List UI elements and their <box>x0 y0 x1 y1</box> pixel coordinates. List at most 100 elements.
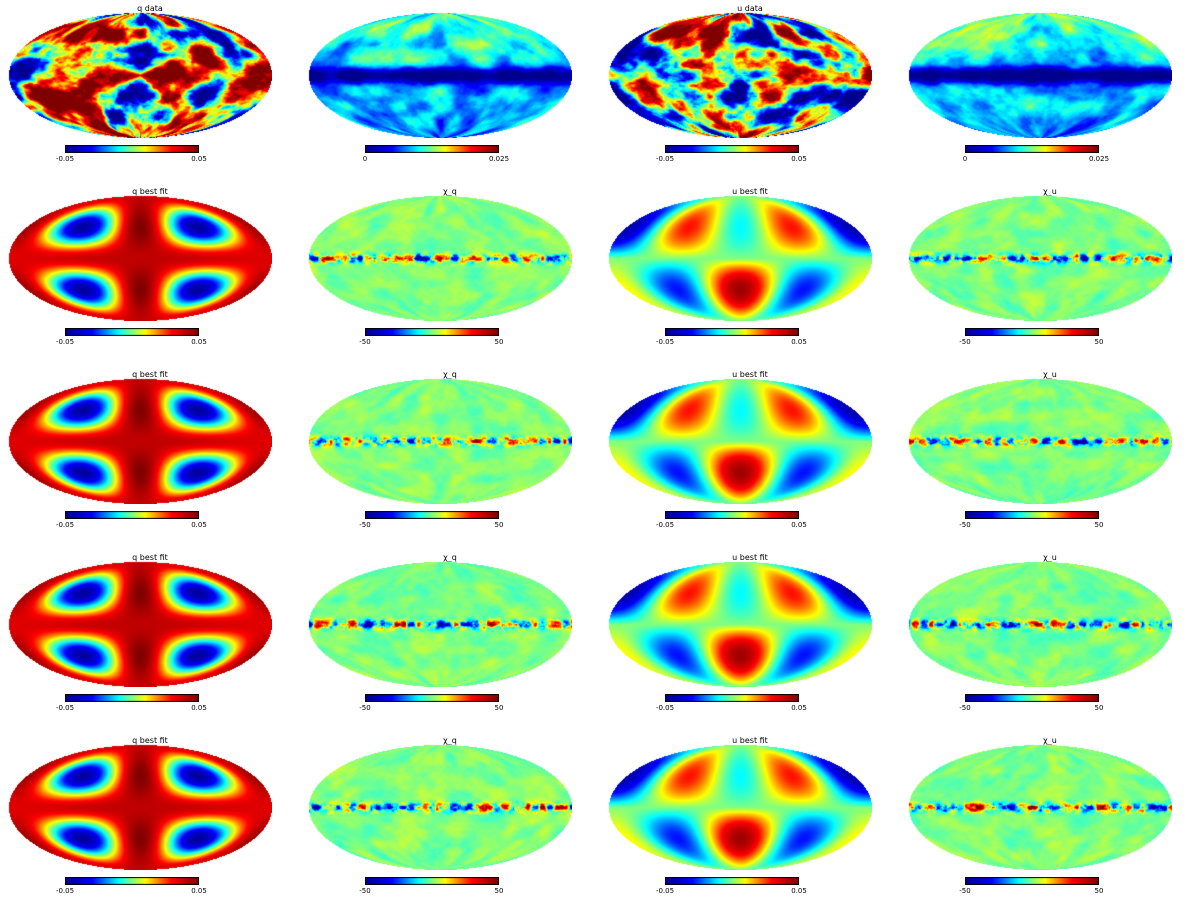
map-panel: u best fit -0.05 0.05 <box>600 732 900 915</box>
colorbar-min-label: -50 <box>959 704 971 712</box>
colorbar-min-label: 0 <box>962 155 968 163</box>
panel-title: q best fit <box>132 553 168 562</box>
colorbar-max-label: 50 <box>1094 338 1104 346</box>
panel-title: χ_q <box>443 736 457 745</box>
mollweide-map <box>8 744 272 870</box>
panel-title: q best fit <box>132 736 168 745</box>
map-panel: 0 0.025 <box>900 0 1200 183</box>
colorbar-min-label: -50 <box>959 521 971 529</box>
colorbar <box>365 328 499 336</box>
mollweide-map <box>908 561 1172 687</box>
colorbar-min-label: -0.05 <box>55 521 75 529</box>
colorbar-min-label: -50 <box>959 338 971 346</box>
colorbar-max-label: 50 <box>494 338 504 346</box>
map-panel: χ_q -50 50 <box>300 732 600 915</box>
colorbar-max-label: 0.05 <box>191 887 207 895</box>
map-panel: q best fit -0.05 0.05 <box>0 732 300 915</box>
map-panel: χ_q -50 50 <box>300 549 600 732</box>
mollweide-map <box>308 378 572 504</box>
colorbar <box>965 694 1099 702</box>
colorbar <box>365 877 499 885</box>
colorbar-max-label: 0.05 <box>791 521 807 529</box>
mollweide-map <box>8 561 272 687</box>
colorbar-min-label: -0.05 <box>55 155 75 163</box>
panel-title: χ_q <box>443 187 457 196</box>
colorbar-max-label: 50 <box>1094 887 1104 895</box>
colorbar-max-label: 0.05 <box>791 704 807 712</box>
map-panel: u best fit -0.05 0.05 <box>600 366 900 549</box>
mollweide-map <box>608 12 872 138</box>
colorbar-max-label: 0.05 <box>191 155 207 163</box>
panel-title: q data <box>137 4 163 13</box>
colorbar <box>965 511 1099 519</box>
mollweide-map <box>8 378 272 504</box>
colorbar-max-label: 0.05 <box>791 338 807 346</box>
colorbar-min-label: -50 <box>359 704 371 712</box>
colorbar-min-label: -50 <box>959 887 971 895</box>
colorbar-min-label: -0.05 <box>655 521 675 529</box>
colorbar-min-label: -0.05 <box>655 887 675 895</box>
panel-title: q best fit <box>132 370 168 379</box>
colorbar <box>65 877 199 885</box>
panel-title: u best fit <box>732 553 768 562</box>
panel-title: u best fit <box>732 370 768 379</box>
colorbar-max-label: 50 <box>494 887 504 895</box>
colorbar <box>65 511 199 519</box>
mollweide-map <box>608 744 872 870</box>
colorbar <box>665 145 799 153</box>
colorbar-max-label: 0.05 <box>791 887 807 895</box>
colorbar-min-label: -50 <box>359 887 371 895</box>
colorbar-max-label: 50 <box>1094 704 1104 712</box>
map-panel: χ_u -50 50 <box>900 732 1200 915</box>
map-panel: q best fit -0.05 0.05 <box>0 183 300 366</box>
map-panel: u data -0.05 0.05 <box>600 0 900 183</box>
colorbar <box>365 145 499 153</box>
colorbar <box>665 694 799 702</box>
map-panel: u best fit -0.05 0.05 <box>600 183 900 366</box>
mollweide-map <box>908 378 1172 504</box>
colorbar-max-label: 0.025 <box>1088 155 1110 163</box>
panel-title: χ_u <box>1043 553 1057 562</box>
map-panel: χ_q -50 50 <box>300 183 600 366</box>
colorbar-min-label: -0.05 <box>655 704 675 712</box>
colorbar-min-label: 0 <box>362 155 368 163</box>
colorbar-max-label: 0.05 <box>191 521 207 529</box>
mollweide-map <box>308 12 572 138</box>
colorbar <box>65 145 199 153</box>
colorbar-min-label: -0.05 <box>655 338 675 346</box>
colorbar <box>65 694 199 702</box>
colorbar <box>665 328 799 336</box>
map-panel: χ_u -50 50 <box>900 549 1200 732</box>
mollweide-map <box>608 195 872 321</box>
map-panel: 0 0.025 <box>300 0 600 183</box>
colorbar-min-label: -50 <box>359 521 371 529</box>
colorbar-max-label: 0.05 <box>191 338 207 346</box>
panel-title: χ_q <box>443 370 457 379</box>
map-panel: q best fit -0.05 0.05 <box>0 366 300 549</box>
panel-title: u data <box>737 4 763 13</box>
mollweide-map <box>608 378 872 504</box>
colorbar-max-label: 50 <box>494 704 504 712</box>
colorbar-min-label: -0.05 <box>655 155 675 163</box>
panel-title: q best fit <box>132 187 168 196</box>
colorbar-min-label: -0.05 <box>55 704 75 712</box>
panel-title: u best fit <box>732 187 768 196</box>
map-panel: u best fit -0.05 0.05 <box>600 549 900 732</box>
map-panel: χ_q -50 50 <box>300 366 600 549</box>
mollweide-map <box>308 195 572 321</box>
map-panel: q best fit -0.05 0.05 <box>0 549 300 732</box>
colorbar-max-label: 0.05 <box>191 704 207 712</box>
colorbar <box>965 877 1099 885</box>
panel-title: χ_q <box>443 553 457 562</box>
map-panel: χ_u -50 50 <box>900 183 1200 366</box>
colorbar-max-label: 0.025 <box>488 155 510 163</box>
panel-title: χ_u <box>1043 187 1057 196</box>
colorbar-min-label: -0.05 <box>55 338 75 346</box>
colorbar <box>965 328 1099 336</box>
mollweide-map <box>908 12 1172 138</box>
colorbar <box>965 145 1099 153</box>
mollweide-map <box>908 195 1172 321</box>
colorbar-max-label: 50 <box>1094 521 1104 529</box>
colorbar <box>365 694 499 702</box>
colorbar-min-label: -0.05 <box>55 887 75 895</box>
